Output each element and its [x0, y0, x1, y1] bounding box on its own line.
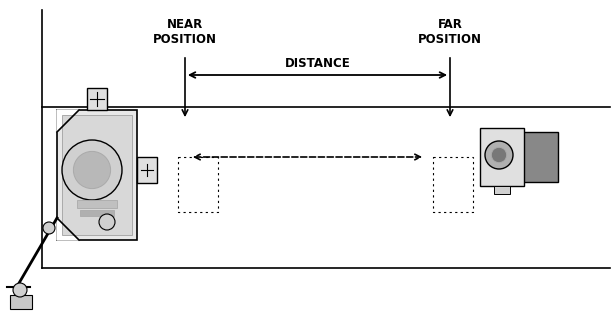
Text: FAR
POSITION: FAR POSITION [418, 18, 482, 46]
Circle shape [99, 214, 115, 230]
Bar [87, 88, 107, 110]
Text: DISTANCE: DISTANCE [285, 57, 351, 70]
Circle shape [492, 147, 507, 163]
Bar [520, 132, 558, 182]
Bar [433, 157, 473, 212]
Bar [80, 210, 114, 216]
Polygon shape [57, 110, 79, 132]
Bar [57, 110, 137, 240]
Circle shape [43, 222, 55, 234]
Bar [480, 128, 524, 186]
Bar [62, 115, 132, 235]
Bar [137, 157, 157, 183]
Bar [77, 200, 117, 208]
Circle shape [62, 140, 122, 200]
Text: NEAR
POSITION: NEAR POSITION [153, 18, 217, 46]
Circle shape [13, 283, 27, 297]
Polygon shape [57, 218, 79, 240]
Bar [10, 295, 32, 309]
Bar [494, 186, 510, 194]
Circle shape [485, 141, 513, 169]
Bar [178, 157, 218, 212]
Circle shape [73, 151, 111, 188]
